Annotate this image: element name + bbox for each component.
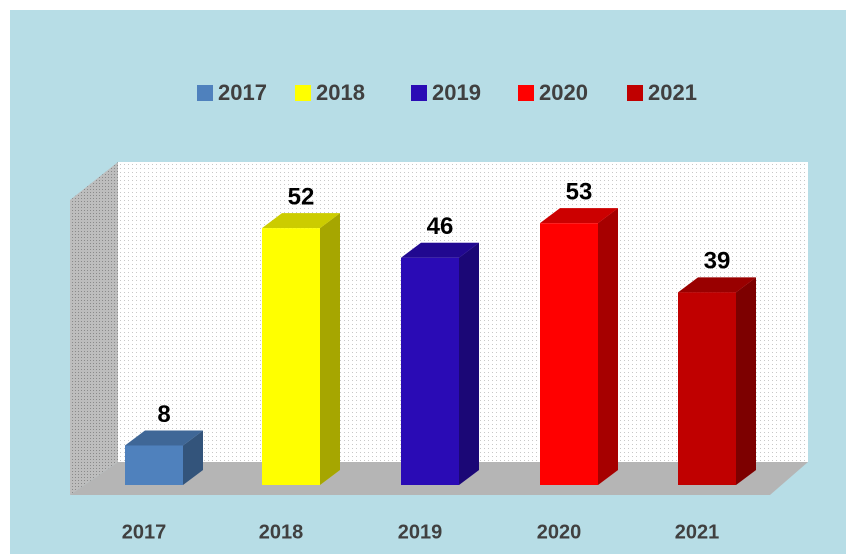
legend-swatch — [411, 85, 427, 101]
data-label: 8 — [157, 401, 170, 428]
x-tick-label: 2018 — [259, 521, 304, 543]
x-tick-label: 2021 — [675, 521, 720, 543]
bar-front — [540, 223, 598, 485]
plot: 8 2017 2017 52 2018 2018 46 2019 2019 53 2020 2020 3… — [122, 80, 756, 543]
bar-side-shade — [320, 213, 340, 485]
x-tick-label: 2020 — [537, 521, 582, 543]
data-label: 52 — [288, 183, 315, 210]
legend-swatch — [197, 85, 213, 101]
bar-top-shade — [125, 430, 203, 446]
bar-side-shade — [183, 430, 203, 485]
bar-side-shade — [736, 277, 756, 485]
side-wall — [70, 162, 118, 495]
legend-label: 2017 — [218, 80, 267, 105]
bar-side-shade — [459, 242, 479, 485]
bar-top — [401, 242, 479, 258]
bar-top — [125, 430, 203, 446]
bar-top-shade — [401, 242, 479, 258]
bar — [401, 242, 479, 485]
bar-top-shade — [262, 213, 340, 229]
bar-side — [320, 213, 340, 485]
bar — [262, 213, 340, 485]
bar-top — [678, 277, 756, 293]
bar-front — [401, 257, 459, 485]
legend-label: 2021 — [648, 80, 697, 105]
bar — [125, 430, 203, 485]
bar-top-shade — [540, 208, 618, 224]
bar — [540, 208, 618, 485]
data-label: 46 — [427, 213, 454, 240]
bar-side — [183, 430, 203, 485]
bar-front — [125, 445, 183, 485]
legend-swatch — [627, 85, 643, 101]
bar-top — [540, 208, 618, 224]
legend-swatch — [295, 85, 311, 101]
x-tick-label: 2017 — [122, 521, 167, 543]
bar-side — [736, 277, 756, 485]
bar-side-shade — [598, 208, 618, 485]
bar-side — [459, 242, 479, 485]
legend-swatch — [518, 85, 534, 101]
data-label: 53 — [566, 179, 593, 206]
legend-label: 2018 — [316, 80, 365, 105]
legend-label: 2019 — [432, 80, 481, 105]
bar-top — [262, 213, 340, 229]
x-tick-label: 2019 — [398, 521, 443, 543]
data-label: 39 — [704, 248, 731, 275]
bar-front — [262, 228, 320, 485]
bar — [678, 277, 756, 485]
bar-side — [598, 208, 618, 485]
bar-top-shade — [678, 277, 756, 293]
bar-front — [678, 292, 736, 485]
legend-label: 2020 — [539, 80, 588, 105]
